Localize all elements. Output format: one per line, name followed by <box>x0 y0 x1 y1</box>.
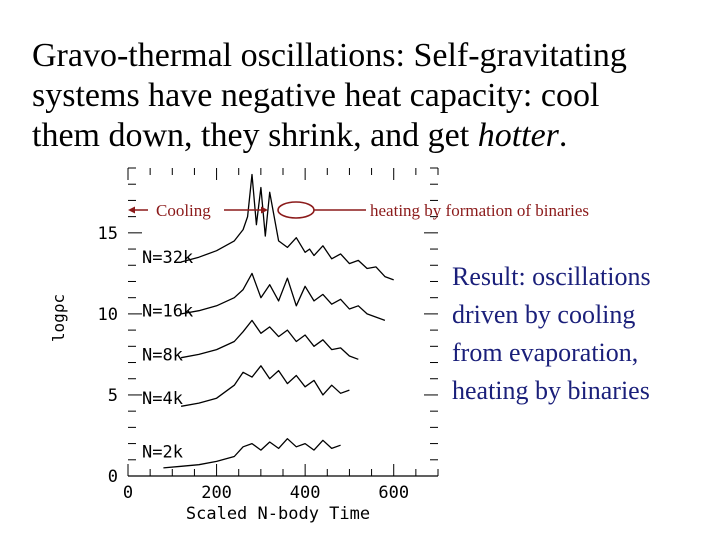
note-line-1: Result: oscillations <box>452 262 651 291</box>
heating-label: heating by formation of binaries <box>370 201 589 220</box>
note-line-4: heating by binaries <box>452 376 650 405</box>
result-note: Result: oscillations driven by cooling f… <box>452 258 714 410</box>
title-emphasis: hotter <box>477 117 559 154</box>
x-tick-label: 0 <box>123 483 133 503</box>
cooling-marker-oval <box>277 201 315 219</box>
series-line <box>180 272 386 322</box>
cooling-arrowhead-right <box>261 206 268 214</box>
series-line <box>180 173 394 281</box>
series-label: N=16k <box>142 302 193 322</box>
axis-tick-labels: 0 200 400 600 0 5 10 15 <box>98 224 410 503</box>
x-axis-label: Scaled N-body Time <box>186 504 370 524</box>
annotations: Cooling heating by formation of binaries <box>128 201 589 220</box>
title-end: . <box>558 117 568 154</box>
series-line <box>163 438 341 469</box>
series-lines <box>163 173 394 469</box>
slide-title: Gravo-thermal oscillations: Self-gravita… <box>32 36 702 156</box>
y-tick-label: 5 <box>108 386 118 406</box>
series-label: N=2k <box>142 443 183 463</box>
x-tick-label: 400 <box>290 483 321 503</box>
y-tick-label: 0 <box>108 467 118 487</box>
cooling-label: Cooling <box>156 201 211 220</box>
y-tick-label: 10 <box>98 305 118 325</box>
note-line-3: from evaporation, <box>452 338 639 367</box>
x-tick-label: 200 <box>201 483 232 503</box>
y-axis-label: logρc <box>49 294 68 342</box>
series-line <box>180 319 359 360</box>
note-line-2: driven by cooling <box>452 300 636 329</box>
title-line-2: systems have negative heat capacity: coo… <box>32 77 600 114</box>
series-label: N=4k <box>142 389 183 409</box>
x-tick-label: 600 <box>378 483 409 503</box>
cooling-arrowhead-left <box>128 206 135 214</box>
series-line <box>180 365 350 407</box>
series-labels: N=2k N=4k N=8k N=16k N=32k <box>142 248 193 463</box>
title-line-3: them down, they shrink, and get <box>32 117 478 154</box>
series-label: N=32k <box>142 248 193 268</box>
y-tick-label: 15 <box>98 224 118 244</box>
axis-ticks <box>127 167 439 477</box>
title-line-1: Gravo-thermal oscillations: Self-gravita… <box>32 37 627 74</box>
series-label: N=8k <box>142 345 183 365</box>
